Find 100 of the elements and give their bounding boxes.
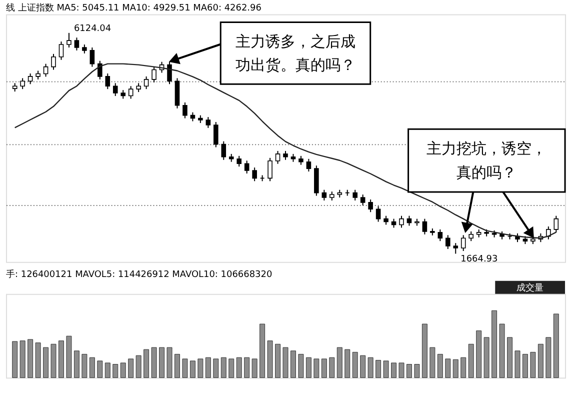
candlestick bbox=[128, 86, 134, 100]
bar bbox=[352, 352, 358, 378]
bar bbox=[28, 339, 34, 378]
bar bbox=[499, 324, 505, 378]
candlestick bbox=[144, 76, 149, 90]
bar bbox=[383, 360, 389, 378]
bar bbox=[182, 358, 188, 378]
bar bbox=[89, 357, 95, 378]
bar bbox=[43, 347, 49, 378]
bar bbox=[252, 358, 258, 378]
bar bbox=[244, 357, 250, 378]
candlestick bbox=[554, 215, 559, 233]
candlestick bbox=[51, 53, 56, 70]
bar bbox=[445, 358, 451, 378]
bar bbox=[298, 354, 304, 378]
candlestick bbox=[460, 234, 466, 252]
candlestick bbox=[214, 122, 218, 148]
candlestick bbox=[306, 158, 312, 172]
bar bbox=[136, 355, 142, 378]
bar bbox=[58, 340, 64, 378]
candlestick bbox=[438, 228, 443, 242]
candlestick bbox=[546, 226, 551, 240]
annotation: 1664.93 bbox=[460, 254, 498, 265]
bar bbox=[104, 362, 110, 378]
bar bbox=[452, 359, 458, 378]
bar bbox=[430, 347, 436, 378]
bar bbox=[398, 362, 404, 378]
bar bbox=[306, 357, 312, 378]
bar bbox=[198, 358, 204, 378]
candlestick bbox=[20, 78, 25, 90]
bar bbox=[35, 342, 41, 378]
bar bbox=[321, 358, 327, 378]
candlestick bbox=[468, 230, 474, 242]
candlestick bbox=[112, 82, 118, 97]
bar bbox=[166, 347, 172, 378]
candlestick bbox=[360, 194, 366, 206]
bar bbox=[414, 364, 420, 378]
bar bbox=[376, 360, 382, 378]
bar bbox=[159, 347, 165, 378]
candlestick bbox=[376, 206, 381, 222]
bar bbox=[74, 350, 80, 378]
bar bbox=[507, 337, 512, 378]
bar bbox=[422, 324, 428, 378]
bar bbox=[522, 354, 528, 378]
bar bbox=[151, 347, 157, 378]
bar bbox=[50, 344, 56, 378]
candlestick bbox=[322, 189, 327, 201]
bar bbox=[460, 357, 466, 378]
bar bbox=[336, 347, 342, 378]
bar bbox=[275, 344, 281, 378]
bar bbox=[190, 360, 196, 378]
bar bbox=[97, 360, 103, 378]
bar bbox=[282, 347, 288, 378]
bar bbox=[468, 344, 474, 378]
candlestick bbox=[58, 41, 64, 60]
bar bbox=[290, 350, 296, 378]
annotation: 主力诱多，之后成功出货。真的吗？ bbox=[235, 32, 356, 74]
bar bbox=[12, 341, 18, 378]
chart-title: 线 上证指数 MA5: 5045.11 MA10: 4929.51 MA60: 4262.96 bbox=[6, 2, 262, 14]
bar bbox=[476, 330, 482, 378]
candlestick bbox=[368, 198, 373, 213]
candlestick bbox=[74, 37, 80, 51]
bar bbox=[260, 324, 266, 378]
candlestick bbox=[66, 32, 72, 48]
bar bbox=[174, 354, 180, 378]
bar bbox=[66, 336, 72, 378]
candlestick bbox=[236, 155, 242, 168]
bar bbox=[314, 358, 320, 378]
candlestick bbox=[406, 215, 412, 226]
bar bbox=[267, 340, 273, 378]
candlestick bbox=[422, 218, 428, 235]
candlestick bbox=[399, 215, 404, 228]
bar bbox=[406, 364, 412, 378]
bar bbox=[484, 337, 490, 378]
bar bbox=[120, 362, 126, 378]
candlestick bbox=[43, 63, 48, 78]
candlestick bbox=[221, 140, 226, 160]
bar bbox=[368, 357, 374, 378]
candlestick bbox=[244, 160, 250, 174]
candlestick bbox=[252, 167, 257, 182]
candlestick bbox=[152, 66, 156, 83]
bar bbox=[20, 340, 26, 378]
candlestick bbox=[453, 242, 458, 254]
bar bbox=[344, 349, 350, 378]
candlestick bbox=[28, 72, 33, 85]
candlestick bbox=[275, 150, 280, 164]
bar bbox=[205, 357, 211, 378]
candlestick bbox=[268, 157, 272, 182]
candlestick bbox=[445, 234, 450, 250]
bar bbox=[391, 362, 397, 378]
bar bbox=[329, 357, 335, 378]
bar bbox=[144, 349, 150, 378]
bar bbox=[492, 310, 498, 378]
bar bbox=[360, 355, 366, 378]
bar bbox=[553, 314, 559, 378]
bar bbox=[128, 358, 134, 378]
chart-title: 手: 126400121 MAVOL5: 114426912 MAVOL10: 106668320 bbox=[6, 268, 272, 280]
bar bbox=[514, 350, 520, 378]
bar bbox=[213, 358, 219, 378]
bar bbox=[236, 357, 242, 378]
